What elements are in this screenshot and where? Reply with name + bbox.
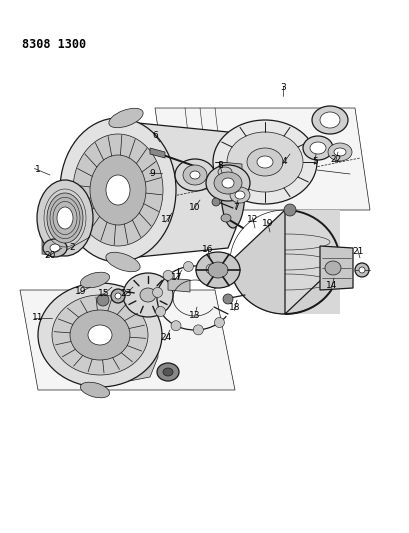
Circle shape [163, 270, 173, 280]
Text: 24: 24 [160, 334, 171, 343]
Polygon shape [108, 120, 236, 260]
Ellipse shape [90, 155, 146, 225]
Ellipse shape [70, 310, 130, 360]
Ellipse shape [43, 239, 67, 257]
Ellipse shape [207, 262, 227, 278]
Ellipse shape [37, 180, 93, 256]
Ellipse shape [157, 363, 179, 381]
Polygon shape [220, 162, 241, 182]
Polygon shape [150, 148, 164, 158]
Circle shape [354, 263, 368, 277]
Ellipse shape [229, 187, 249, 203]
Text: 8308 1300: 8308 1300 [22, 38, 86, 51]
Ellipse shape [302, 136, 332, 160]
Circle shape [171, 321, 180, 330]
Polygon shape [98, 283, 157, 387]
Ellipse shape [196, 252, 239, 288]
Ellipse shape [319, 112, 339, 128]
Ellipse shape [80, 382, 109, 398]
Circle shape [155, 306, 165, 317]
Polygon shape [229, 210, 339, 314]
Text: 12: 12 [247, 215, 258, 224]
Ellipse shape [220, 152, 245, 228]
Ellipse shape [213, 172, 241, 194]
Ellipse shape [47, 193, 83, 243]
Ellipse shape [163, 368, 173, 376]
Ellipse shape [333, 148, 345, 156]
Circle shape [283, 204, 295, 216]
Ellipse shape [218, 167, 231, 177]
Circle shape [222, 294, 232, 304]
Text: 11: 11 [32, 313, 44, 322]
Ellipse shape [88, 325, 112, 345]
Text: 19: 19 [75, 287, 87, 296]
Ellipse shape [309, 142, 325, 154]
Polygon shape [155, 108, 369, 210]
Ellipse shape [221, 178, 234, 188]
Ellipse shape [205, 165, 249, 201]
Ellipse shape [227, 132, 302, 192]
Text: 1: 1 [35, 166, 41, 174]
Text: 14: 14 [326, 281, 337, 290]
Circle shape [111, 289, 125, 303]
Ellipse shape [246, 148, 282, 176]
Text: 15: 15 [98, 289, 110, 298]
Ellipse shape [60, 118, 175, 262]
Text: 21: 21 [351, 246, 363, 255]
Polygon shape [319, 246, 352, 290]
Circle shape [211, 198, 220, 206]
Ellipse shape [220, 214, 230, 222]
Ellipse shape [256, 156, 272, 168]
Text: 20: 20 [44, 251, 56, 260]
Text: 3: 3 [279, 84, 285, 93]
Text: 17: 17 [171, 272, 182, 281]
Circle shape [97, 294, 109, 306]
Ellipse shape [324, 261, 340, 275]
Text: 10: 10 [189, 203, 200, 212]
Text: 19: 19 [262, 220, 273, 229]
Ellipse shape [139, 288, 155, 302]
Text: 23: 23 [120, 289, 131, 298]
Circle shape [183, 262, 193, 271]
Ellipse shape [50, 244, 60, 252]
Circle shape [214, 318, 224, 327]
Text: 2: 2 [69, 243, 74, 252]
Text: 7: 7 [233, 203, 238, 212]
Text: 4: 4 [281, 157, 286, 166]
Text: 17: 17 [161, 215, 172, 224]
Polygon shape [42, 240, 62, 256]
Text: 13: 13 [189, 311, 200, 319]
Ellipse shape [182, 165, 207, 185]
Circle shape [115, 293, 121, 299]
Ellipse shape [234, 191, 245, 199]
Text: 6: 6 [152, 131, 157, 140]
Ellipse shape [57, 207, 73, 229]
Ellipse shape [189, 171, 200, 179]
Ellipse shape [213, 120, 316, 204]
Ellipse shape [106, 252, 140, 272]
Text: 18: 18 [229, 303, 240, 312]
Circle shape [193, 325, 203, 335]
Ellipse shape [327, 143, 351, 161]
Text: 22: 22 [330, 156, 341, 165]
Ellipse shape [106, 175, 130, 205]
Ellipse shape [311, 106, 347, 134]
Ellipse shape [175, 159, 214, 191]
Ellipse shape [123, 273, 173, 317]
Ellipse shape [52, 295, 148, 375]
Text: 5: 5 [311, 157, 317, 166]
Polygon shape [284, 210, 339, 314]
Ellipse shape [73, 134, 163, 246]
Ellipse shape [38, 283, 162, 387]
Circle shape [206, 264, 216, 274]
Circle shape [358, 267, 364, 273]
Ellipse shape [109, 108, 143, 128]
Ellipse shape [80, 272, 109, 288]
Text: 8: 8 [217, 160, 222, 169]
Polygon shape [168, 278, 189, 292]
Text: 16: 16 [202, 246, 213, 254]
Polygon shape [20, 290, 234, 390]
Circle shape [152, 287, 162, 297]
Text: 9: 9 [149, 168, 155, 177]
